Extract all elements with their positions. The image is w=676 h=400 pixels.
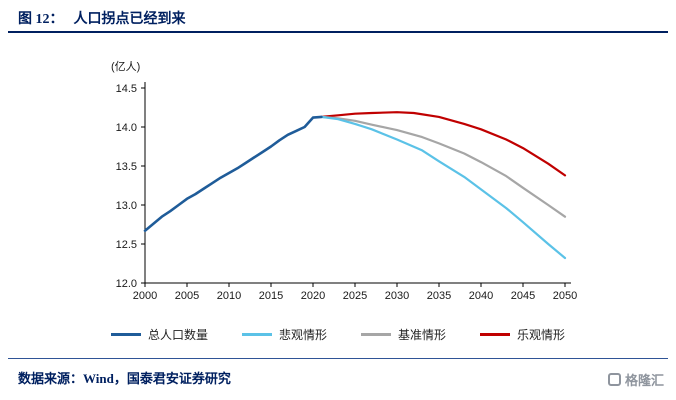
legend-label-optimistic: 乐观情形 (517, 328, 566, 342)
svg-text:14.5: 14.5 (116, 83, 137, 95)
legend-swatch-pessimistic (241, 333, 272, 336)
legend-swatch-optimistic (480, 333, 511, 336)
gelonghui-logo: 格隆汇 (607, 370, 664, 389)
footer-rule (8, 358, 668, 359)
svg-text:(亿人): (亿人) (111, 60, 140, 73)
data-source-note: 数据来源：Wind，国泰君安证券研究 (18, 371, 231, 386)
population-line-chart: 12.0 12.5 13.0 13.5 14.0 14.5 2000 2005 2010 2015… (111, 60, 577, 302)
figure-title-text: 人口拐点已经到来 (73, 12, 186, 27)
svg-text:2020: 2020 (301, 290, 325, 302)
gelonghui-logo-icon (607, 373, 621, 386)
svg-text:2015: 2015 (259, 290, 283, 302)
svg-text:13.5: 13.5 (116, 161, 137, 173)
header-rule (8, 31, 668, 33)
legend-item-total: 总人口数量 (110, 326, 208, 343)
svg-text:13.0: 13.0 (116, 200, 137, 212)
svg-text:12.0: 12.0 (116, 278, 137, 290)
chart-legend: 总人口数量 悲观情形 基准情形 乐观情形 (0, 326, 676, 343)
svg-text:2030: 2030 (385, 290, 409, 302)
figure-title: 图 12： 人口拐点已经到来 (18, 8, 186, 28)
legend-item-baseline: 基准情形 (361, 326, 446, 343)
gelonghui-logo-text: 格隆汇 (624, 373, 664, 388)
legend-swatch-total (110, 333, 141, 336)
legend-label-baseline: 基准情形 (398, 328, 447, 342)
svg-text:14.0: 14.0 (116, 122, 137, 134)
legend-item-optimistic: 乐观情形 (480, 326, 565, 343)
svg-text:2010: 2010 (217, 290, 241, 302)
svg-text:2050: 2050 (553, 290, 577, 302)
svg-text:12.5: 12.5 (116, 239, 137, 251)
svg-text:2005: 2005 (175, 290, 199, 302)
svg-text:2025: 2025 (343, 290, 367, 302)
legend-item-pessimistic: 悲观情形 (241, 326, 327, 343)
svg-text:2035: 2035 (427, 290, 451, 302)
figure-label: 图 12： (18, 12, 64, 27)
legend-label-pessimistic: 悲观情形 (278, 328, 327, 342)
svg-text:2000: 2000 (133, 290, 157, 302)
svg-text:2045: 2045 (511, 290, 535, 302)
legend-label-total: 总人口数量 (147, 328, 208, 342)
svg-text:2040: 2040 (469, 290, 493, 302)
legend-swatch-baseline (361, 333, 391, 336)
